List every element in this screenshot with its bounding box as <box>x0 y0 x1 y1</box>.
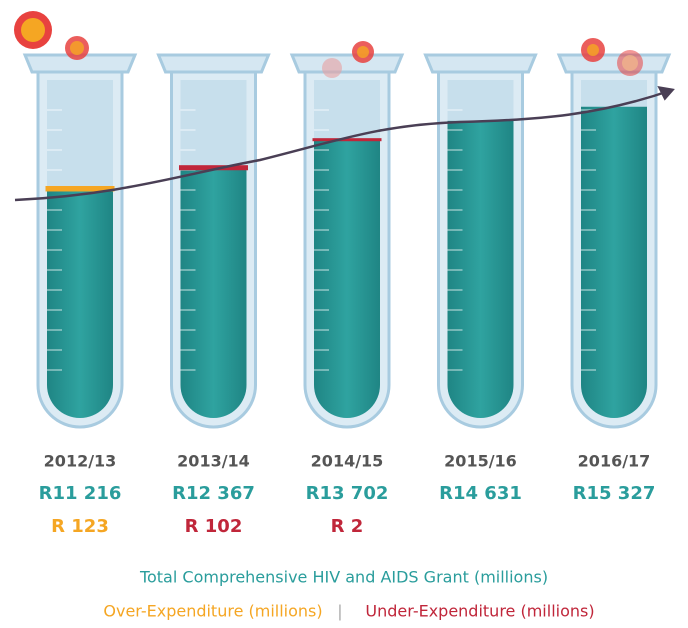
tube-rim <box>426 55 536 72</box>
liquid-bar <box>314 140 380 418</box>
tube-rim <box>559 55 669 72</box>
bubble <box>21 18 45 42</box>
bubble <box>322 58 342 78</box>
legend-entry: Over-Expenditure (millions) <box>103 602 322 621</box>
value-label: R13 702 <box>306 483 389 504</box>
liquid-bar <box>181 167 247 418</box>
over-label: R 123 <box>51 516 109 537</box>
legend-entry: Under-Expenditure (millions) <box>365 602 594 621</box>
legend-entry: Total Comprehensive HIV and AIDS Grant (… <box>139 568 548 587</box>
value-label: R15 327 <box>573 483 656 504</box>
category-label: 2012/13 <box>44 452 117 471</box>
chart: Total Comprehensive HIV and AIDS Grant (… <box>0 0 688 628</box>
category-label: 2016/17 <box>578 452 651 471</box>
value-label: R14 631 <box>439 483 522 504</box>
value-label: R11 216 <box>39 483 122 504</box>
value-label: R12 367 <box>172 483 255 504</box>
tube-rim <box>292 55 402 72</box>
category-label: 2015/16 <box>444 452 517 471</box>
liquid-bar <box>47 190 113 418</box>
category-label: 2013/14 <box>177 452 250 471</box>
tube-rim <box>159 55 269 72</box>
bubble <box>622 55 638 71</box>
under-label: R 2 <box>331 516 364 537</box>
tubes <box>25 55 669 427</box>
over-expenditure-bar <box>47 187 113 189</box>
arrow-head <box>660 88 672 98</box>
bubble <box>70 41 84 55</box>
category-label: 2014/15 <box>311 452 384 471</box>
bubble <box>587 44 599 56</box>
under-label: R 102 <box>185 516 243 537</box>
legend-separator: | <box>337 602 342 621</box>
bubble <box>357 46 369 58</box>
liquid-bar <box>581 107 647 418</box>
